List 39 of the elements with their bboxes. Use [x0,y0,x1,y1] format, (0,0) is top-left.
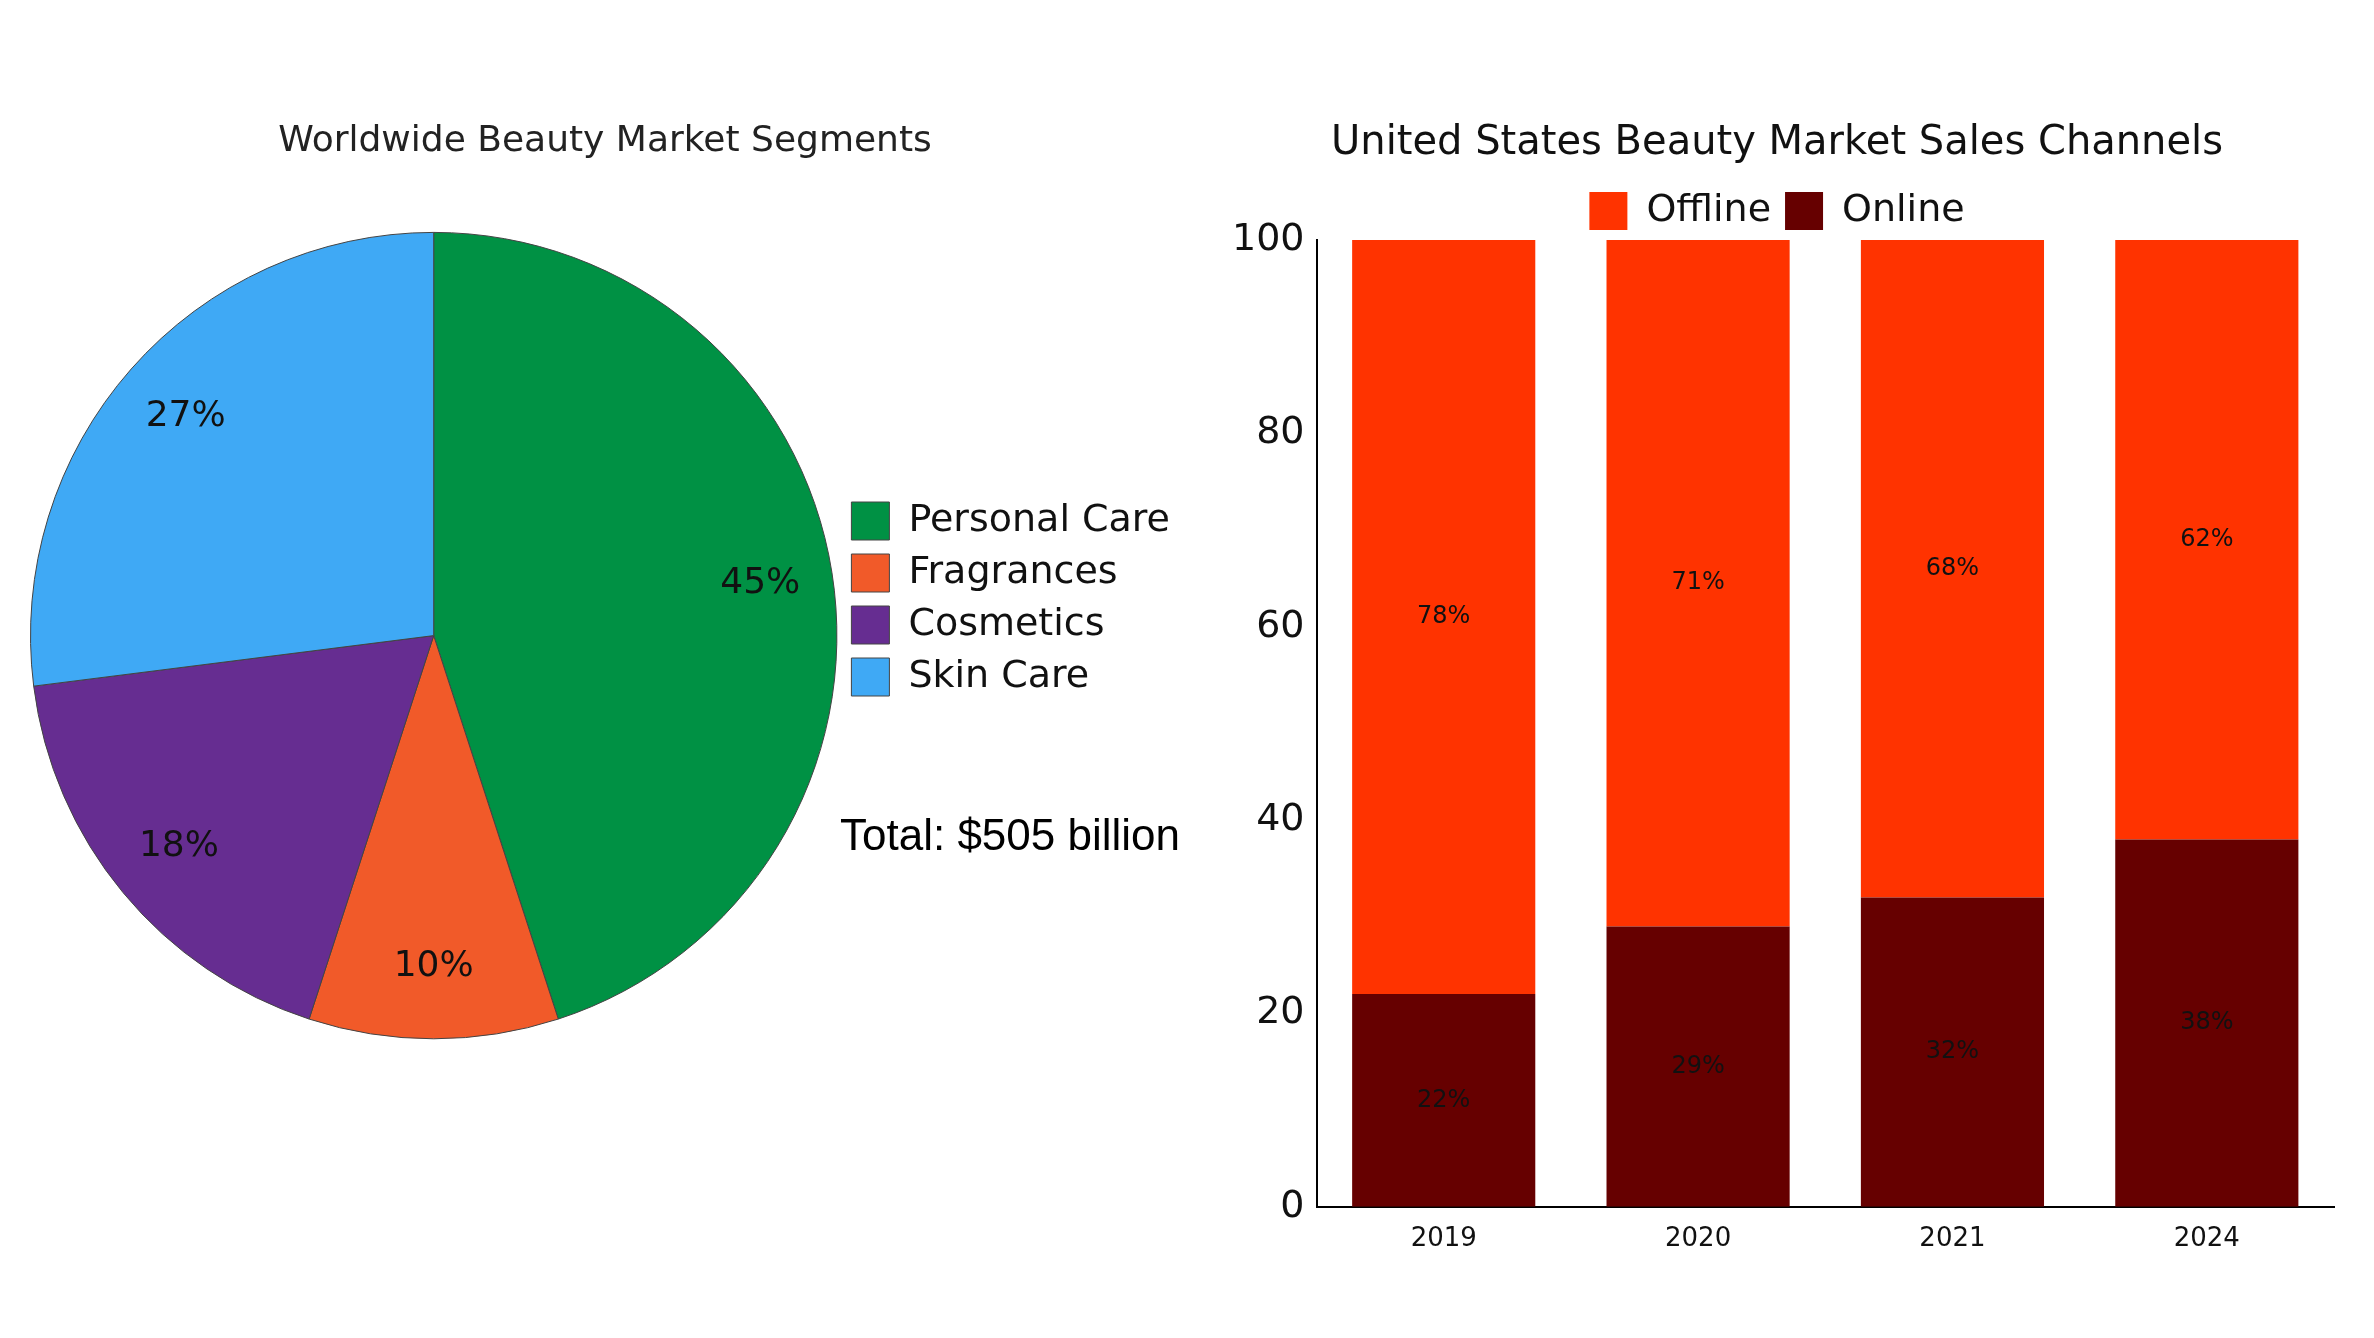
data-label: 45% [720,560,801,602]
bar [2115,240,2299,840]
data-label: 71% [1671,567,1725,596]
text: Total: $505 billion [840,810,1181,860]
x-tick-label: 2020 [1665,1222,1732,1253]
y-tick-label: 0 [1280,1181,1305,1226]
data-label: 68% [1925,552,1980,581]
data-label: 29% [1671,1050,1725,1079]
bar [1352,240,1536,995]
x-tick-label: 2019 [1410,1222,1477,1253]
legend-label: Online [1842,185,1965,230]
bar [1606,926,1790,1207]
data-label: 32% [1925,1036,1980,1065]
bar [2115,839,2299,1207]
y-tick-label: 80 [1256,408,1305,453]
bar [1352,994,1536,1207]
chart-title: United States Beauty Market Sales Channels [1330,117,2224,164]
legend-label: Offline [1646,185,1772,230]
y-tick-label: 40 [1256,794,1305,839]
bar [1606,240,1790,927]
y-tick-label: 100 [1232,214,1305,259]
y-tick-label: 20 [1256,988,1305,1033]
data-label: 38% [2180,1007,2234,1036]
bar [1860,240,2045,898]
y-tick-label: 60 [1256,601,1305,646]
bar [1860,897,2045,1207]
data-label: 18% [138,822,219,864]
chart-title: Worldwide Beauty Market Segments [278,117,932,159]
data-label: 27% [145,393,226,435]
data-label: 22% [1417,1084,1471,1113]
legend-label: Cosmetics [908,599,1105,644]
x-tick-label: 2024 [2173,1222,2240,1253]
legend-label: Personal Care [908,495,1171,540]
data-label: 62% [2180,523,2234,552]
data-label: 10% [393,942,474,984]
x-tick-label: 2021 [1919,1222,1986,1253]
legend-label: Skin Care [908,651,1090,696]
data-label: 78% [1417,601,1471,630]
legend-label: Fragrances [908,547,1118,592]
